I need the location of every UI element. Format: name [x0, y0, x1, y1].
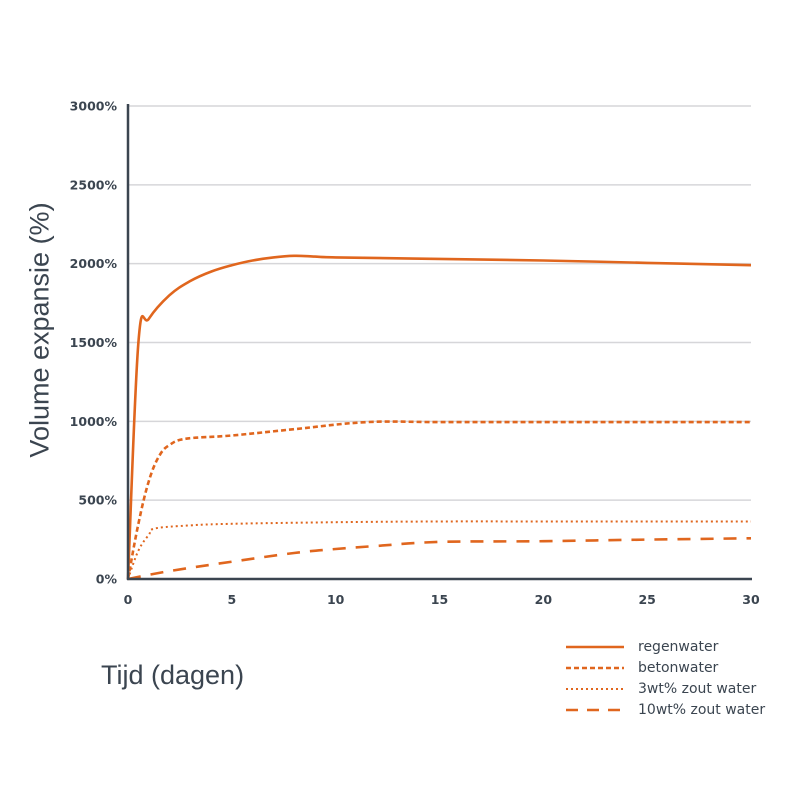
legend-label: 3wt% zout water	[638, 680, 757, 697]
x-tick-label: 25	[638, 592, 655, 607]
legend-item-betonwater: betonwater	[566, 657, 765, 678]
y-tick-label: 500%	[78, 493, 117, 508]
y-tick-labels: 0% 500% 1000% 1500% 2000% 2500% 3000%	[70, 99, 118, 587]
y-tick-label: 2500%	[70, 177, 118, 192]
y-tick-label: 3000%	[70, 99, 118, 114]
long-dash-swatch-icon	[566, 708, 624, 711]
legend-item-regenwater: regenwater	[566, 636, 765, 657]
series-line-3wt-zout-water	[127, 520, 751, 580]
y-tick-label: 1500%	[70, 335, 118, 350]
y-tick-label: 1000%	[70, 414, 118, 429]
series-line-10wt-zout-water	[127, 537, 752, 581]
x-tick-label: 15	[431, 592, 448, 607]
legend-item-3wt-zout-water: 3wt% zout water	[566, 678, 765, 699]
x-axis-title: Tijd (dagen)	[101, 660, 245, 690]
legend-item-10wt-zout-water: 10wt% zout water	[566, 699, 765, 720]
x-tick-label: 10	[327, 592, 345, 607]
legend-label: 10wt% zout water	[638, 701, 766, 718]
x-tick-labels: 0 5 10 15 20 25 30	[124, 592, 760, 607]
series-lines	[126, 254, 752, 581]
short-dash-swatch-icon	[566, 666, 624, 669]
y-axis-title: Volume expansie (%)	[24, 202, 55, 458]
x-tick-label: 0	[124, 592, 133, 607]
x-tick-label: 20	[535, 592, 553, 607]
legend-label: betonwater	[638, 659, 719, 676]
solid-line-swatch-icon	[566, 645, 624, 648]
y-tick-label: 2000%	[70, 256, 118, 271]
dotted-line-swatch-icon	[566, 687, 624, 690]
legend: regenwater betonwater 3wt% zout water 10…	[566, 636, 765, 720]
legend-label: regenwater	[638, 638, 719, 655]
x-tick-label: 30	[742, 592, 760, 607]
y-tick-label: 0%	[96, 572, 118, 587]
gridlines	[128, 105, 751, 501]
series-line-regenwater	[126, 254, 752, 580]
x-tick-label: 5	[227, 592, 236, 607]
